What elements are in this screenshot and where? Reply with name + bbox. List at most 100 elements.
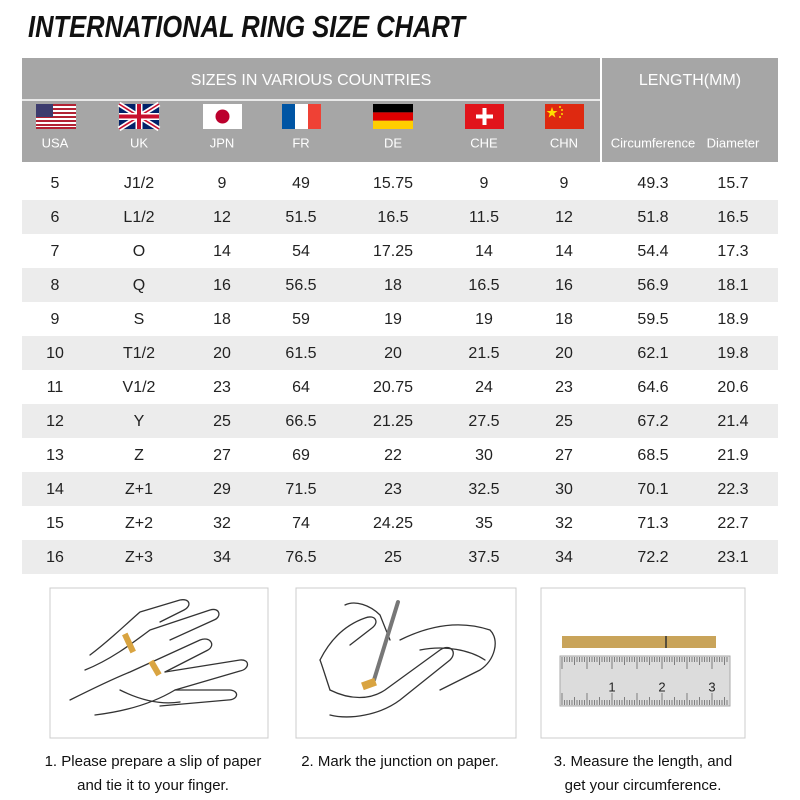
cell: 37.5: [468, 549, 499, 566]
cell: 23: [213, 379, 231, 396]
group-header: LENGTH(MM): [639, 72, 741, 89]
ruler-ticks: 1 2 3: [561, 657, 728, 705]
cell: 72.2: [637, 549, 668, 566]
cell: 11: [47, 379, 64, 396]
cell: 16.5: [468, 277, 499, 294]
flag-france: [282, 104, 321, 129]
cell: 18.1: [717, 277, 748, 294]
paper-strip: [562, 636, 716, 648]
cell: 22: [384, 447, 402, 464]
cell: 5: [51, 175, 60, 192]
cell: 62.1: [637, 345, 668, 362]
cell: 21.4: [717, 413, 748, 430]
cell: 27.5: [468, 413, 499, 430]
ruler-label: 3: [708, 679, 715, 694]
row-bg: [22, 404, 778, 438]
cell: 15: [46, 515, 64, 532]
cell: 27: [213, 447, 231, 464]
cell: 22.3: [717, 481, 748, 498]
cell: 61.5: [285, 345, 316, 362]
cell: 24: [475, 379, 493, 396]
row-bg: [22, 540, 778, 574]
cell: 16.5: [377, 209, 408, 226]
cell: 16: [555, 277, 573, 294]
cell: V1/2: [123, 379, 156, 396]
step-caption: 3. Measure the length, and: [554, 753, 732, 770]
ruler-label: 2: [658, 679, 665, 694]
flag-usa: [36, 104, 76, 129]
step-caption: and tie it to your finger.: [77, 777, 229, 794]
cell: 76.5: [285, 549, 316, 566]
cell: J1/2: [124, 175, 154, 192]
group-header: SIZES IN VARIOUS COUNTRIES: [191, 72, 432, 89]
cell: 20.6: [717, 379, 748, 396]
column-header: CHE: [470, 135, 498, 150]
cell: 27: [555, 447, 573, 464]
cell: 71.5: [285, 481, 316, 498]
header-bg: [602, 58, 778, 162]
flag-china: [545, 104, 584, 129]
cell: 67.2: [637, 413, 668, 430]
cell: Z: [134, 447, 144, 464]
cell: 64: [292, 379, 310, 396]
cell: 20: [384, 345, 402, 362]
cell: 13: [46, 447, 64, 464]
paper-strip: [361, 677, 377, 691]
cell: 12: [46, 413, 64, 430]
cell: 25: [213, 413, 231, 430]
row-bg: [22, 200, 778, 234]
cell: 69: [292, 447, 310, 464]
cell: Z+1: [125, 481, 153, 498]
title: INTERNATIONAL RING SIZE CHART: [28, 9, 468, 44]
cell: 19: [384, 311, 402, 328]
cell: T1/2: [123, 345, 155, 362]
cell: 71.3: [637, 515, 668, 532]
cell: 15.75: [373, 175, 413, 192]
ruler-label: 1: [608, 679, 615, 694]
cell: 32.5: [468, 481, 499, 498]
row-bg: [22, 438, 778, 472]
cell: 14: [213, 243, 231, 260]
cell: 56.9: [637, 277, 668, 294]
cell: Z+3: [125, 549, 153, 566]
column-header: JPN: [210, 135, 235, 150]
cell: 18: [213, 311, 231, 328]
cell: Q: [133, 277, 145, 294]
cell: 14: [46, 481, 64, 498]
cell: 34: [213, 549, 231, 566]
cell: 22.7: [717, 515, 748, 532]
cell: 9: [560, 175, 569, 192]
cell: 18: [384, 277, 402, 294]
cell: 25: [555, 413, 573, 430]
cell: 30: [555, 481, 573, 498]
row-bg: [22, 336, 778, 370]
cell: 10: [46, 345, 64, 362]
hand-illustration: [319, 602, 496, 718]
cell: 8: [51, 277, 60, 294]
cell: 34: [555, 549, 573, 566]
cell: 66.5: [285, 413, 316, 430]
cell: 21.5: [468, 345, 499, 362]
cell: 23: [555, 379, 573, 396]
step-panel: [295, 587, 517, 739]
cell: 68.5: [637, 447, 668, 464]
row-bg: [22, 506, 778, 540]
row-bg: [22, 302, 778, 336]
cell: 14: [555, 243, 573, 260]
cell: 35: [475, 515, 493, 532]
cell: 32: [213, 515, 231, 532]
cell: 9: [218, 175, 227, 192]
cell: 64.6: [637, 379, 668, 396]
flag-switzerland: [465, 104, 504, 129]
cell: 24.25: [373, 515, 413, 532]
paper-strip: [122, 632, 136, 654]
paper-strip: [148, 659, 162, 677]
pen: [372, 600, 400, 682]
cell: 18: [555, 311, 573, 328]
column-header: CHN: [550, 135, 578, 150]
cell: 9: [51, 311, 60, 328]
cell: 54.4: [637, 243, 668, 260]
cell: 20: [555, 345, 573, 362]
cell: 49.3: [637, 175, 668, 192]
